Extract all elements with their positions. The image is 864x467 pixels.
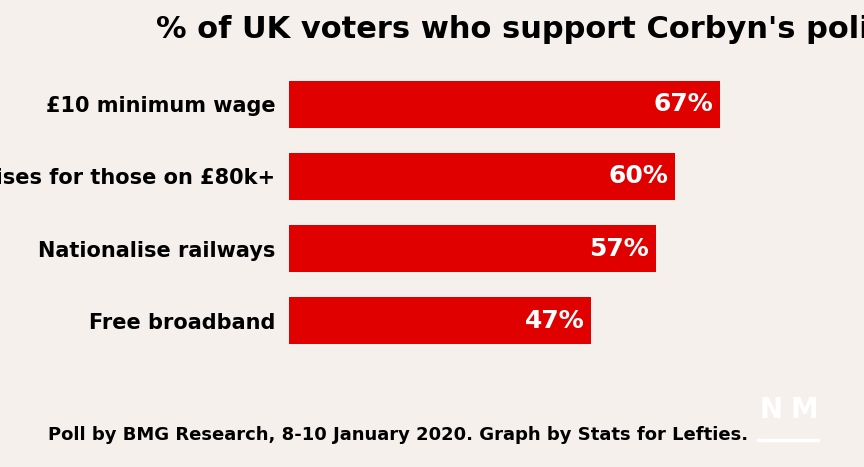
Text: 57%: 57% — [589, 237, 649, 261]
Text: M: M — [791, 396, 818, 424]
Bar — [289, 81, 720, 127]
Bar — [289, 153, 675, 200]
Bar — [289, 225, 656, 272]
Title: % of UK voters who support Corbyn's policies: % of UK voters who support Corbyn's poli… — [156, 15, 864, 44]
Text: 60%: 60% — [609, 164, 669, 188]
Text: 47%: 47% — [525, 309, 585, 333]
Bar — [289, 297, 592, 344]
Text: N: N — [759, 396, 783, 424]
Text: Poll by BMG Research, 8-10 January 2020. Graph by Stats for Lefties.: Poll by BMG Research, 8-10 January 2020.… — [48, 425, 747, 444]
Text: 67%: 67% — [654, 92, 714, 116]
